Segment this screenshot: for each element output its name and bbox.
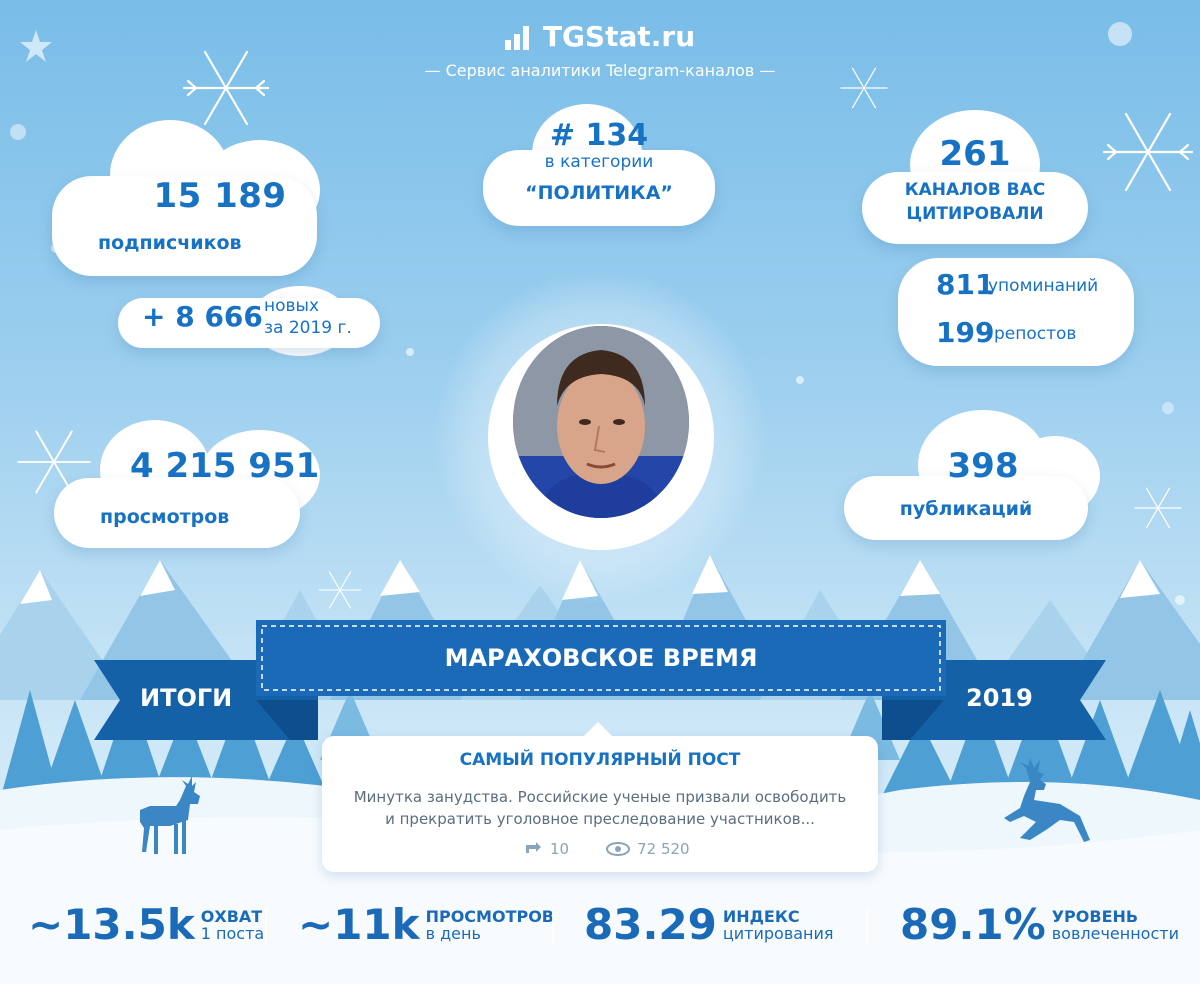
stat-engagement-bottom: вовлеченности bbox=[1051, 924, 1179, 943]
snowflake-icon bbox=[1102, 112, 1194, 192]
views-value: 4 215 951 bbox=[130, 446, 320, 486]
popular-post-card[interactable]: САМЫЙ ПОПУЛЯРНЫЙ ПОСТ Минутка занудства.… bbox=[322, 721, 878, 872]
eye-icon bbox=[606, 842, 631, 856]
stat-engagement-value: 89.1% bbox=[900, 900, 1046, 949]
reposts-value: 199 bbox=[936, 316, 995, 349]
banner-left-label: ИТОГИ bbox=[140, 684, 233, 712]
logo-text[interactable]: TGStat.ru bbox=[542, 20, 696, 53]
deer-right-icon bbox=[1004, 758, 1090, 842]
header: TGStat.ru — Сервис аналитики Telegram-ка… bbox=[0, 20, 1200, 80]
citations-label-1: КАНАЛОВ ВАС bbox=[904, 180, 1046, 200]
citations-value: 261 bbox=[939, 134, 1011, 174]
new-subs-label-1: новых bbox=[264, 296, 320, 316]
stat-citation-index-value: 83.29 bbox=[584, 900, 717, 949]
stat-engagement: 89.1% УРОВЕНЬ вовлеченности bbox=[900, 904, 1179, 946]
repost-icon bbox=[526, 842, 541, 853]
stat-citation-index: 83.29 ИНДЕКС цитирования bbox=[584, 904, 834, 946]
snowflake-icon bbox=[17, 430, 91, 494]
rank-value: # 134 bbox=[549, 118, 649, 153]
star-icon bbox=[20, 30, 52, 62]
divider bbox=[265, 908, 267, 944]
popular-post-text-2: и прекратить уголовное преследование уча… bbox=[385, 810, 815, 828]
subscribers-value: 15 189 bbox=[153, 176, 287, 216]
popular-post-views: 72 520 bbox=[637, 840, 690, 858]
stat-citation-index-top: ИНДЕКС bbox=[722, 907, 800, 926]
publications-label: публикаций bbox=[899, 498, 1033, 520]
rank-label-2: “ПОЛИТИКА” bbox=[525, 182, 673, 204]
stat-reach-bottom: 1 поста bbox=[200, 924, 265, 943]
divider bbox=[552, 908, 554, 944]
citations-label-2: ЦИТИРОВАЛИ bbox=[906, 204, 1044, 224]
banner-right-label: 2019 bbox=[966, 684, 1033, 712]
stat-reach-value: ~13.5k bbox=[28, 900, 195, 949]
stat-daily-views-bottom: в день bbox=[425, 924, 481, 943]
reposts-label: репостов bbox=[994, 324, 1077, 344]
stat-reach-top: ОХВАТ bbox=[200, 907, 263, 926]
bottom-stats: ~13.5k ОХВАТ 1 поста ~11k ПРОСМОТРОВ в д… bbox=[0, 904, 1200, 954]
popular-post-heading: САМЫЙ ПОПУЛЯРНЫЙ ПОСТ bbox=[459, 750, 741, 770]
new-subs-label-2: за 2019 г. bbox=[264, 318, 352, 338]
rank-label-1: в категории bbox=[544, 152, 654, 172]
stat-daily-views-value: ~11k bbox=[298, 900, 420, 949]
snowflake-icon bbox=[182, 50, 270, 126]
new-subs-value: + 8 666 bbox=[142, 300, 263, 333]
avatar bbox=[513, 326, 689, 518]
banner-title: МАРАХОВСКОЕ ВРЕМЯ bbox=[444, 644, 758, 672]
subscribers-label: подписчиков bbox=[98, 232, 242, 254]
mentions-label: упоминаний bbox=[988, 276, 1099, 296]
views-label: просмотров bbox=[100, 506, 230, 528]
stat-daily-views-top: ПРОСМОТРОВ bbox=[425, 907, 554, 926]
stat-citation-index-bottom: цитирования bbox=[722, 924, 834, 943]
snowflake-icon bbox=[318, 571, 362, 609]
stat-engagement-top: УРОВЕНЬ bbox=[1051, 907, 1139, 926]
snowflake-icon bbox=[840, 67, 888, 109]
bar-chart-icon bbox=[504, 25, 529, 50]
stat-reach: ~13.5k ОХВАТ 1 поста bbox=[28, 904, 264, 946]
popular-post-text-1: Минутка занудства. Российские ученые при… bbox=[353, 788, 847, 806]
publications-value: 398 bbox=[947, 446, 1019, 486]
divider bbox=[866, 908, 868, 944]
snowflake-icon bbox=[1134, 487, 1182, 529]
mentions-value: 811 bbox=[936, 268, 995, 301]
stat-daily-views: ~11k ПРОСМОТРОВ в день bbox=[298, 904, 554, 946]
popular-post-reposts: 10 bbox=[550, 840, 570, 858]
deer-left-icon bbox=[140, 776, 200, 854]
header-subtitle: — Сервис аналитики Telegram-каналов — bbox=[424, 61, 776, 80]
